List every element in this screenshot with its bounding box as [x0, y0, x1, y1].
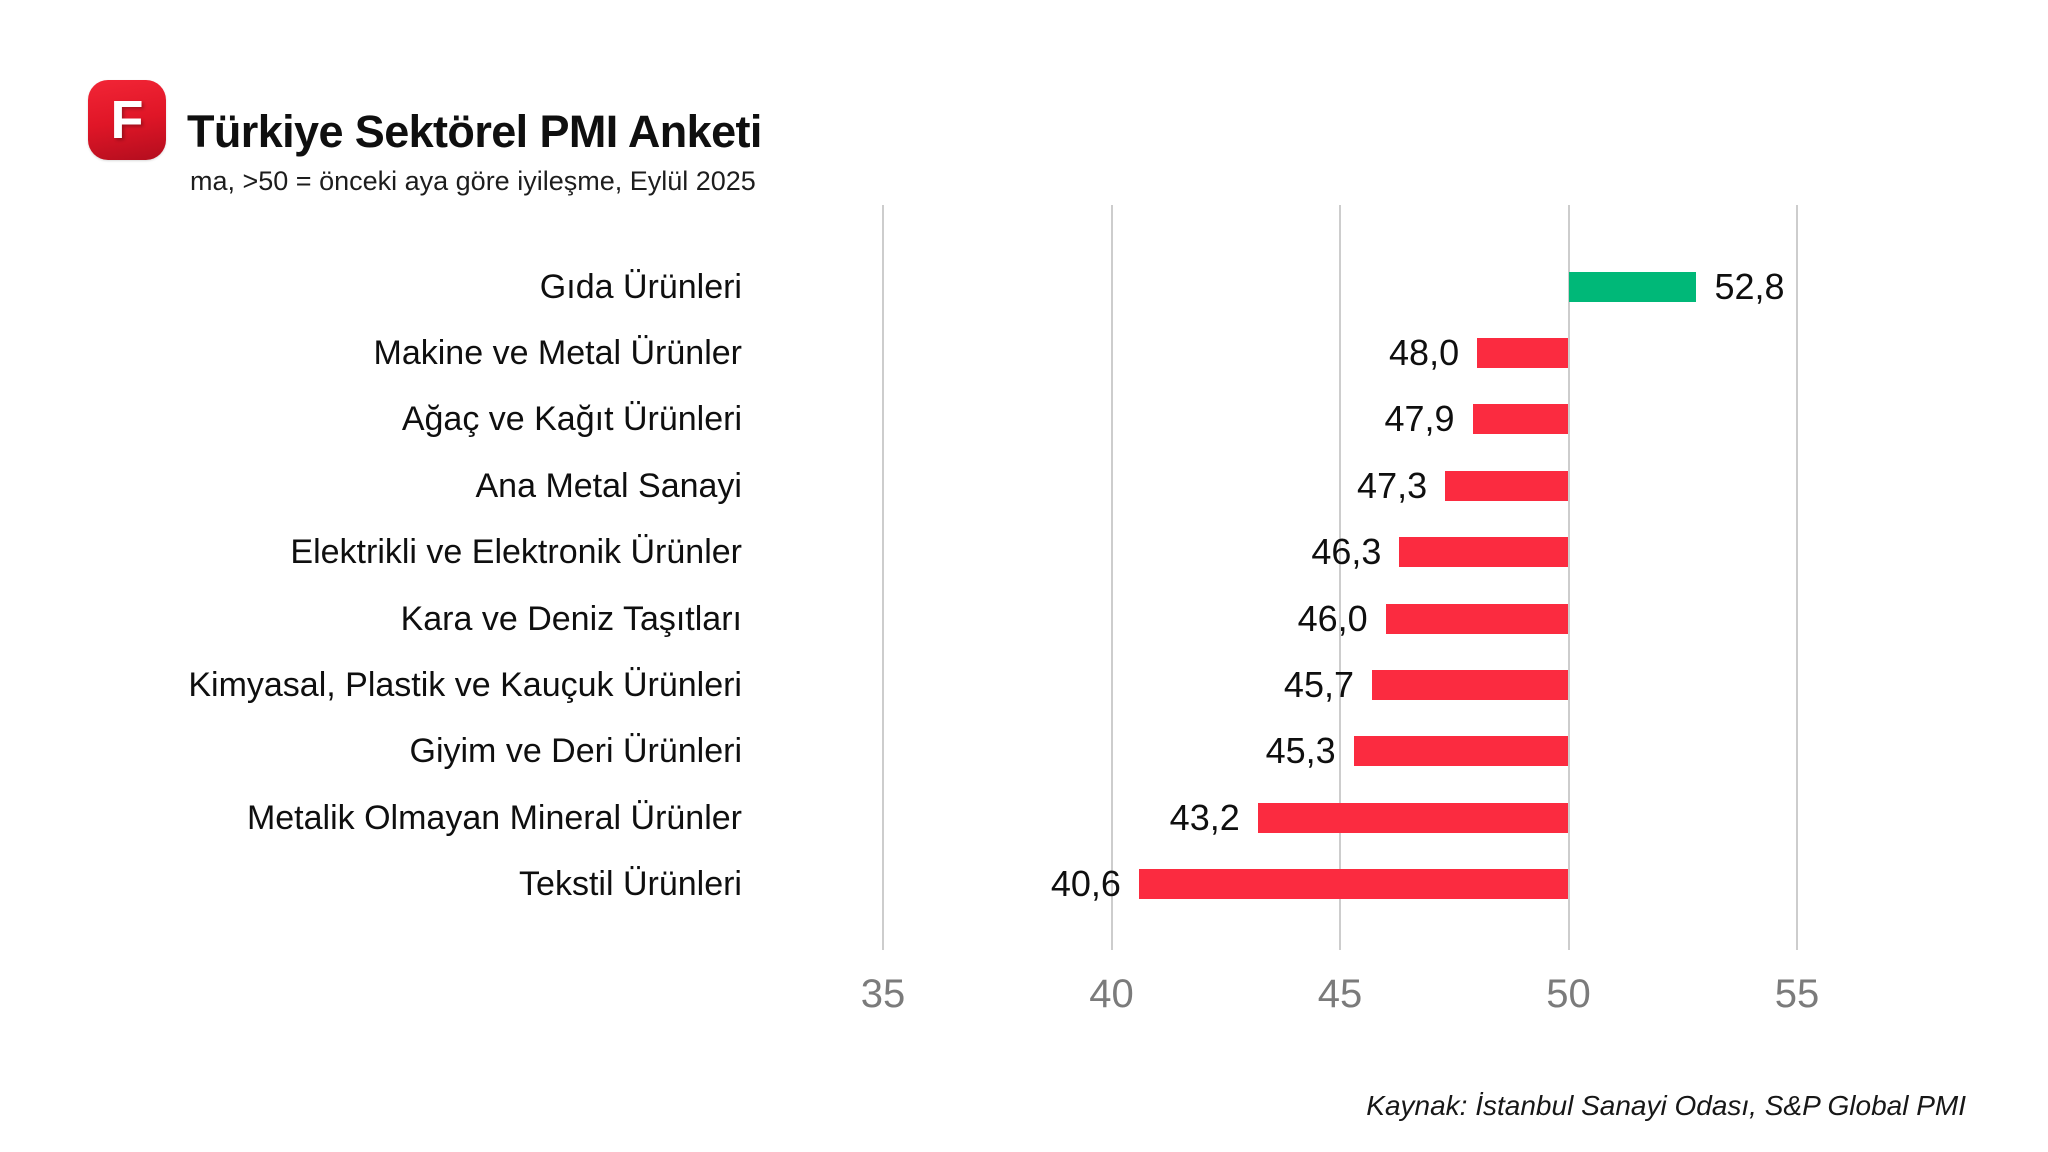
gridline-35	[882, 205, 884, 950]
value-label: 46,3	[1311, 531, 1382, 573]
pmi-bar	[1138, 869, 1569, 900]
category-label: Makine ve Metal Ürünler	[373, 333, 742, 372]
gridline-40	[1110, 205, 1113, 950]
category-label: Tekstil Ürünleri	[519, 865, 742, 904]
value-label: 40,6	[1050, 863, 1121, 905]
value-label: 52,8	[1714, 265, 1785, 307]
value-label: 45,3	[1265, 730, 1336, 772]
pmi-bar	[1385, 603, 1569, 634]
gridline-50	[1567, 205, 1570, 950]
category-label: Ağaç ve Kağıt Ürünleri	[401, 400, 742, 439]
value-label: 46,0	[1297, 597, 1368, 639]
pmi-bar	[1445, 470, 1569, 501]
x-tick-label: 55	[1774, 972, 1820, 1016]
gridline-55	[1796, 205, 1798, 950]
x-tick-label: 50	[1546, 972, 1591, 1016]
pmi-bar	[1353, 736, 1569, 767]
category-label: Metalik Olmayan Mineral Ürünler	[246, 798, 742, 837]
value-label: 48,0	[1389, 331, 1460, 373]
value-label: 47,3	[1357, 464, 1428, 506]
brand-logo-f: F	[88, 80, 166, 160]
pmi-bar	[1472, 404, 1569, 435]
brand-logo-letter: F	[110, 90, 144, 150]
value-label: 45,7	[1283, 663, 1354, 705]
x-tick-label: 45	[1317, 972, 1363, 1016]
x-tick-label: 35	[860, 972, 906, 1016]
category-label: Gıda Ürünleri	[539, 267, 742, 306]
category-label: Giyim ve Deri Ürünleri	[409, 732, 743, 771]
category-label: Kimyasal, Plastik ve Kauçuk Ürünleri	[188, 665, 742, 704]
category-label: Ana Metal Sanayi	[475, 466, 743, 505]
page-subtitle: ma, >50 = önceki aya göre iyileşme, Eylü…	[190, 166, 756, 196]
page-title: Türkiye Sektörel PMI Anketi	[187, 106, 762, 158]
value-label: 43,2	[1169, 796, 1240, 838]
pmi-bar	[1477, 337, 1569, 368]
value-label: 47,9	[1384, 398, 1455, 440]
source-note: Kaynak: İstanbul Sanayi Odası, S&P Globa…	[1366, 1090, 1966, 1121]
gridline-45	[1339, 205, 1341, 950]
pmi-bar	[1568, 271, 1697, 302]
pmi-bar	[1257, 802, 1569, 833]
pmi-bar	[1371, 669, 1569, 700]
category-label: Elektrikli ve Elektronik Ürünler	[290, 533, 742, 572]
category-label: Kara ve Deniz Taşıtları	[400, 599, 742, 638]
x-tick-label: 40	[1089, 972, 1134, 1016]
pmi-bar	[1399, 537, 1569, 568]
